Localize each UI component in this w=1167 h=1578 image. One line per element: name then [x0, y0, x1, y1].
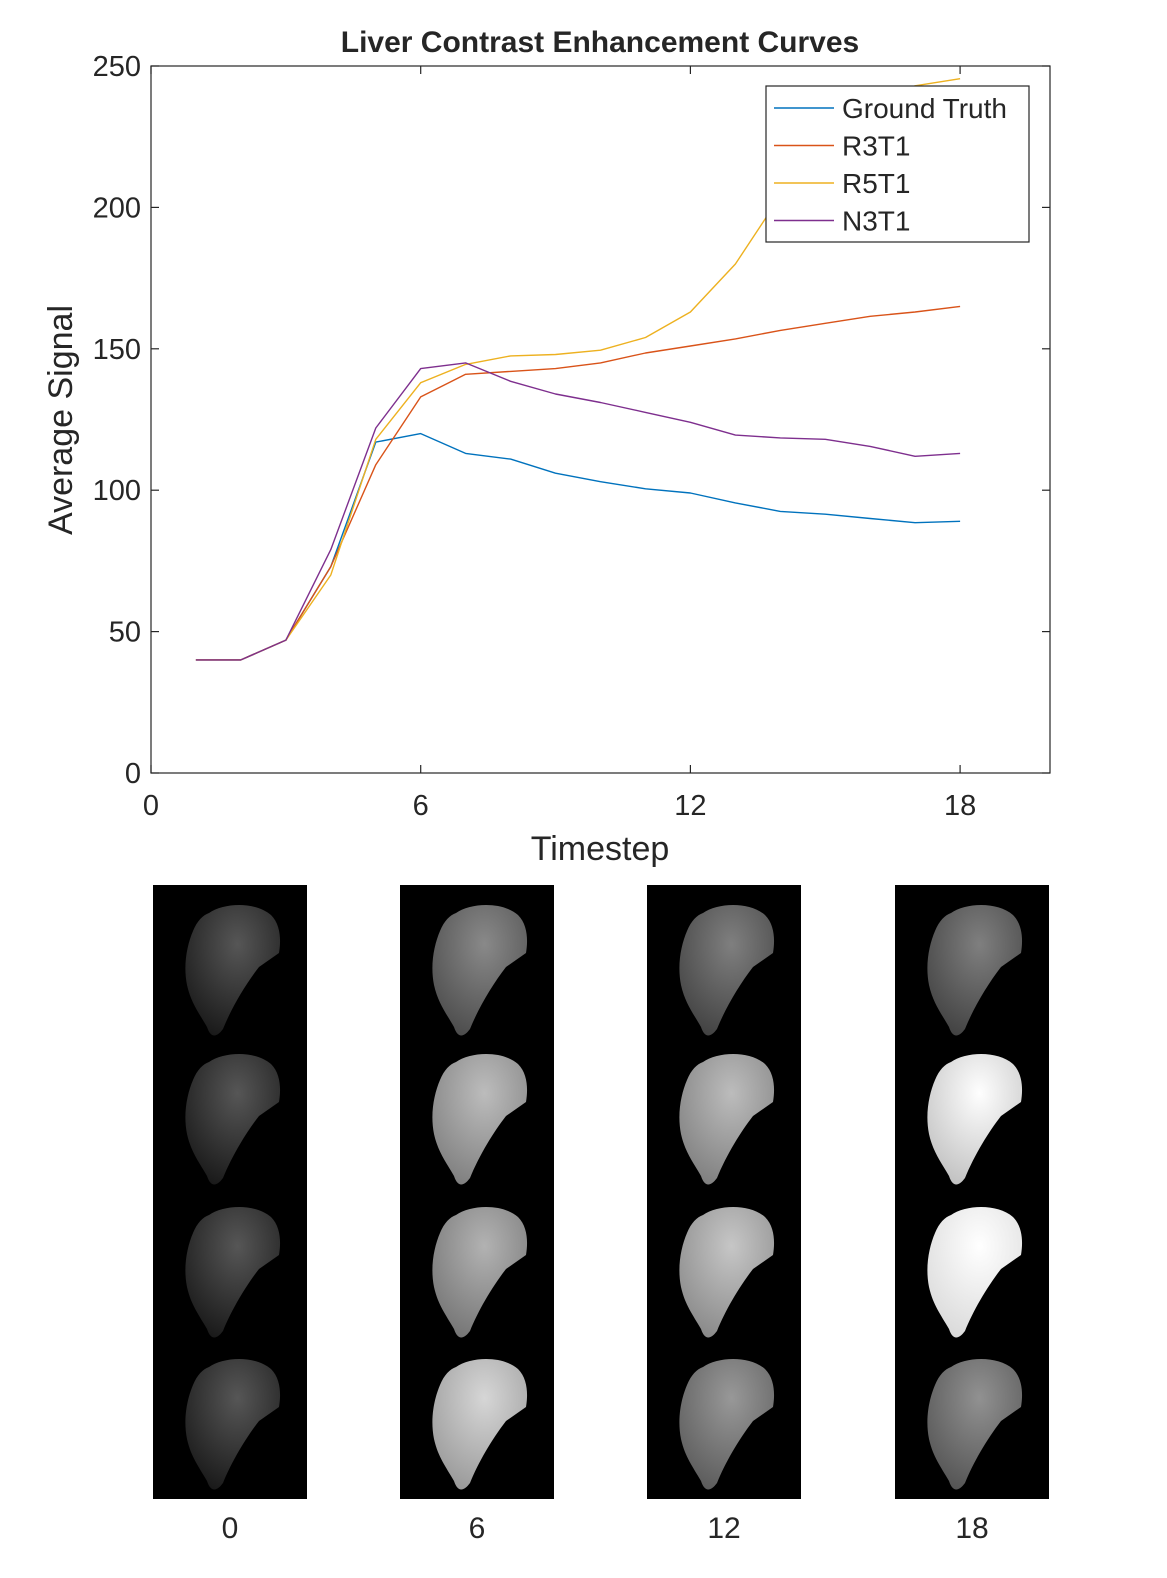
x-tick-label: 0	[143, 790, 159, 822]
liver-slice	[679, 905, 775, 1036]
liver-slice	[432, 1207, 528, 1338]
legend: Ground Truth R3T1 R5T1 N3T1	[765, 85, 1030, 243]
series-line-n3t1	[195, 362, 961, 661]
image-column-6	[400, 885, 554, 1499]
liver-slice	[927, 1207, 1023, 1338]
liver-slice	[927, 905, 1023, 1036]
legend-entry: N3T1	[842, 206, 910, 237]
image-column-18	[895, 885, 1049, 1499]
series-line-r3t1	[195, 305, 961, 661]
image-column-label: 18	[955, 1512, 989, 1545]
slice-stack	[185, 905, 281, 1490]
x-tick-label: 18	[944, 790, 976, 822]
x-axis: 0 6 12 18	[143, 66, 976, 822]
liver-slice	[432, 1359, 528, 1490]
y-axis-label: Average Signal	[42, 305, 80, 535]
y-tick-label: 150	[93, 334, 141, 366]
liver-slice	[185, 1207, 281, 1338]
liver-slice	[927, 1359, 1023, 1490]
y-tick-label: 0	[125, 758, 141, 790]
y-tick-label: 200	[93, 192, 141, 224]
liver-slice	[185, 1054, 281, 1185]
liver-slice	[432, 1054, 528, 1185]
slice-stack	[432, 905, 528, 1490]
image-column-label: 6	[468, 1512, 486, 1545]
liver-slice	[679, 1207, 775, 1338]
image-column-label: 12	[707, 1512, 741, 1545]
liver-slice	[927, 1054, 1023, 1185]
liver-slice	[185, 1359, 281, 1490]
x-axis-label: Timestep	[531, 830, 670, 868]
x-tick-label: 6	[413, 790, 429, 822]
y-tick-label: 100	[93, 475, 141, 507]
y-axis: 0 50 100 150 200 250	[93, 51, 1050, 790]
legend-entry: Ground Truth	[842, 93, 1007, 124]
image-column-0	[153, 885, 307, 1499]
x-tick-label: 12	[674, 790, 706, 822]
y-tick-label: 50	[109, 617, 141, 649]
series-lines	[195, 78, 961, 661]
legend-entry: R3T1	[842, 131, 910, 162]
liver-slice	[185, 905, 281, 1036]
legend-box	[765, 85, 1030, 243]
liver-slice	[679, 1359, 775, 1490]
line-chart: Liver Contrast Enhancement Curves 0 50 100…	[42, 26, 1051, 868]
legend-entry: R5T1	[842, 168, 910, 199]
liver-slice	[679, 1054, 775, 1185]
liver-slice	[432, 905, 528, 1036]
slice-stack	[679, 905, 775, 1490]
chart-title: Liver Contrast Enhancement Curves	[341, 26, 859, 59]
y-tick-label: 250	[93, 51, 141, 83]
slice-stack	[927, 905, 1023, 1490]
image-column-12	[647, 885, 801, 1499]
image-column-label: 0	[221, 1512, 239, 1545]
